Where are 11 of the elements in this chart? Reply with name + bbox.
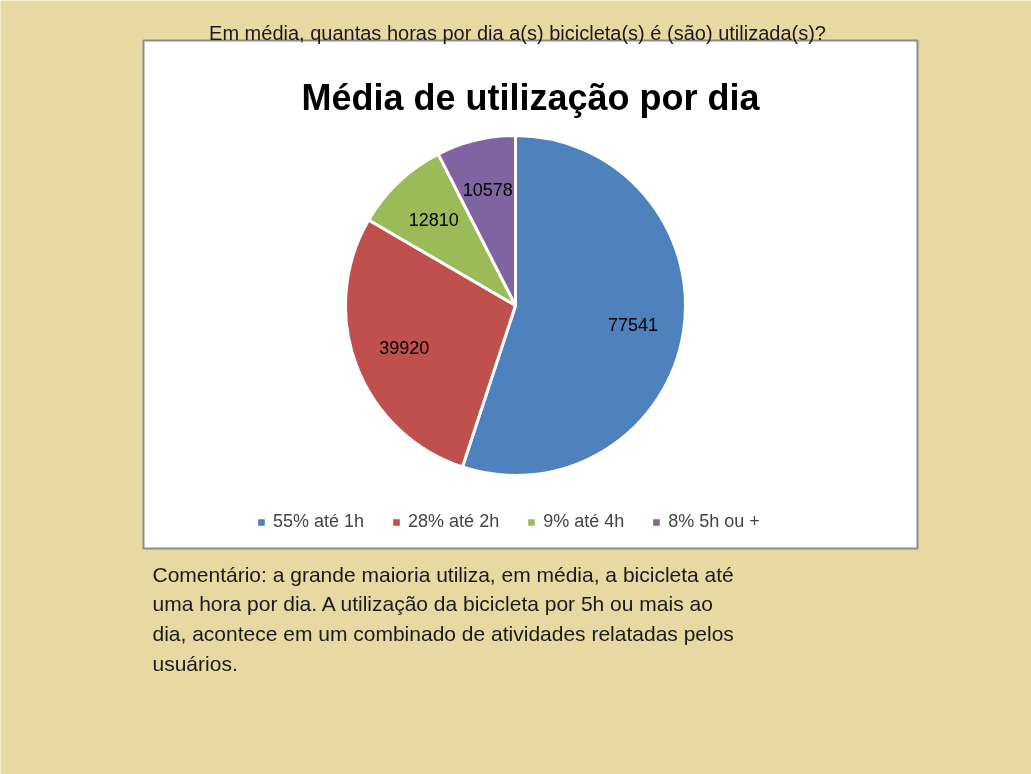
- chart-title: Média de utilização por dia: [301, 77, 761, 118]
- data-label: 39920: [379, 338, 430, 359]
- text: Em média, quantas horas por dia a(s) bicicleta(s) é (são) utilizada(s)?: [209, 21, 826, 44]
- text: Comentário: a grande maioria utiliza, em média, a bicicleta até uma hora por dia. A utilização da bicicleta por 5h ou mais ao dia, acontece em um combinado de atividades relatadas pelos usuários.: [152, 562, 734, 676]
- legend-label: 55% até 1h: [273, 511, 365, 532]
- legend-label: 28% até 2h: [408, 511, 500, 532]
- legend-label: 9% até 4h: [543, 511, 625, 532]
- legend-label: 8% 5h ou +: [668, 511, 760, 532]
- data-label: 77541: [607, 314, 659, 335]
- data-label: 12810: [408, 209, 459, 230]
- data-label: 10578: [462, 180, 513, 201]
